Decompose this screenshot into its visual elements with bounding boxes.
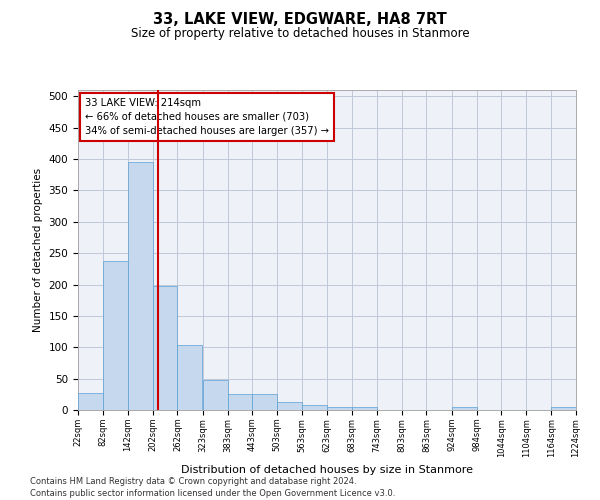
X-axis label: Distribution of detached houses by size in Stanmore: Distribution of detached houses by size … xyxy=(181,465,473,475)
Bar xyxy=(327,407,352,410)
Bar xyxy=(551,407,576,410)
Bar xyxy=(253,394,277,410)
Bar xyxy=(78,393,103,410)
Bar xyxy=(352,407,377,410)
Text: Size of property relative to detached houses in Stanmore: Size of property relative to detached ho… xyxy=(131,28,469,40)
Text: 33 LAKE VIEW: 214sqm
← 66% of detached houses are smaller (703)
34% of semi-deta: 33 LAKE VIEW: 214sqm ← 66% of detached h… xyxy=(85,98,329,136)
Bar xyxy=(227,394,253,410)
Bar xyxy=(277,402,302,410)
Bar xyxy=(452,407,476,410)
Bar xyxy=(103,262,128,410)
Text: Contains HM Land Registry data © Crown copyright and database right 2024.
Contai: Contains HM Land Registry data © Crown c… xyxy=(30,476,395,498)
Y-axis label: Number of detached properties: Number of detached properties xyxy=(33,168,43,332)
Text: 33, LAKE VIEW, EDGWARE, HA8 7RT: 33, LAKE VIEW, EDGWARE, HA8 7RT xyxy=(153,12,447,28)
Bar xyxy=(302,405,327,410)
Bar xyxy=(152,286,178,410)
Bar xyxy=(203,380,227,410)
Bar xyxy=(178,344,202,410)
Bar xyxy=(128,162,152,410)
